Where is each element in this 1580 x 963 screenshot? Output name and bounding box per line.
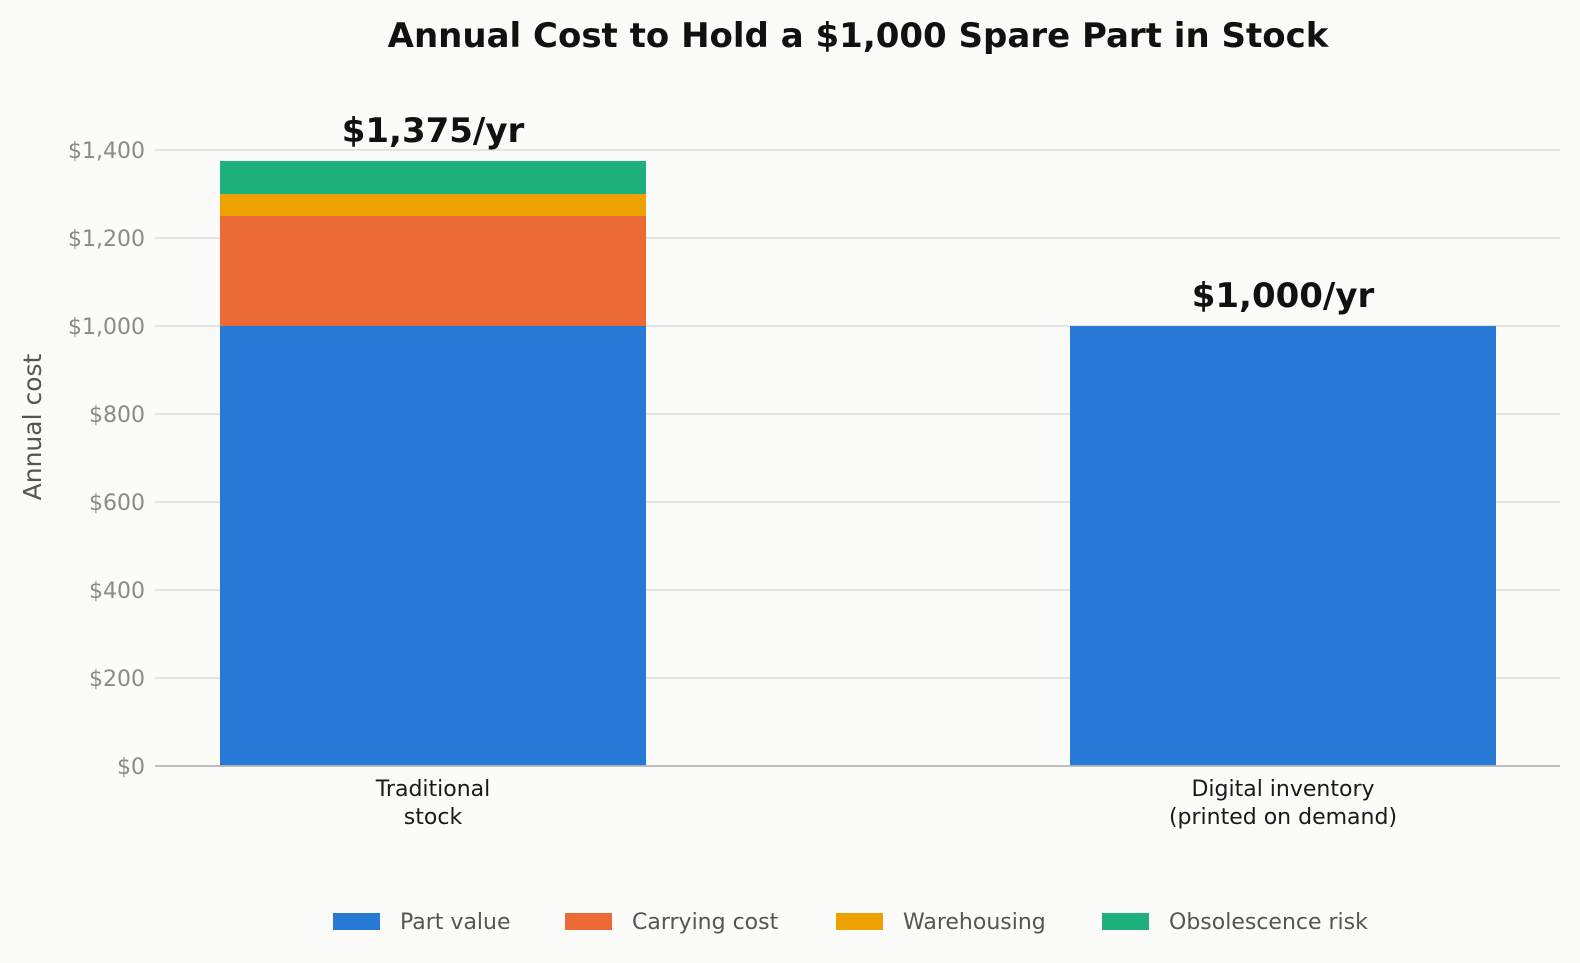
bar-segment-carrying-cost: [220, 216, 646, 326]
legend-item: Part value: [333, 910, 511, 935]
legend-label: Part value: [400, 910, 511, 935]
x-tick-label: (printed on demand): [1169, 805, 1397, 830]
y-tick-label: $800: [89, 403, 145, 428]
x-tick-label: stock: [404, 805, 463, 830]
bar-segment-part-value: [1070, 326, 1496, 766]
legend-item: Warehousing: [836, 910, 1046, 935]
total-labels: $1,375/yr $1,000/yr: [342, 111, 1375, 316]
legend-swatch: [1102, 913, 1149, 930]
legend: Part value Carrying cost Warehousing Obsole…: [333, 910, 1368, 935]
x-tick-label: Traditional: [375, 777, 491, 802]
legend-label: Obsolescence risk: [1169, 910, 1368, 935]
y-tick-label: $200: [89, 667, 145, 692]
x-tick-label: Digital inventory: [1191, 777, 1374, 802]
y-tick-label: $400: [89, 579, 145, 604]
total-label: $1,000/yr: [1192, 276, 1375, 316]
legend-label: Carrying cost: [632, 910, 779, 935]
legend-swatch: [565, 913, 612, 930]
y-tick-labels: $0 $200 $400 $600 $800 $1,000 $1,200 $1,400: [68, 139, 145, 780]
legend-swatch: [836, 913, 883, 930]
legend-label: Warehousing: [903, 910, 1046, 935]
bar-segment-part-value: [220, 326, 646, 766]
bars: [220, 161, 1496, 766]
total-label: $1,375/yr: [342, 111, 525, 151]
y-tick-label: $600: [89, 491, 145, 516]
chart-title: Annual Cost to Hold a $1,000 Spare Part …: [388, 16, 1330, 56]
legend-item: Carrying cost: [565, 910, 779, 935]
bar-segment-obsolescence-risk: [220, 161, 646, 194]
legend-swatch: [333, 913, 380, 930]
y-tick-label: $1,000: [68, 315, 145, 340]
legend-item: Obsolescence risk: [1102, 910, 1368, 935]
y-tick-label: $1,400: [68, 139, 145, 164]
y-tick-label: $0: [117, 755, 145, 780]
y-axis-label: Annual cost: [18, 353, 47, 500]
y-tick-label: $1,200: [68, 227, 145, 252]
bar-segment-warehousing: [220, 194, 646, 216]
x-tick-labels: Traditional stock Digital inventory (printe…: [375, 777, 1397, 830]
